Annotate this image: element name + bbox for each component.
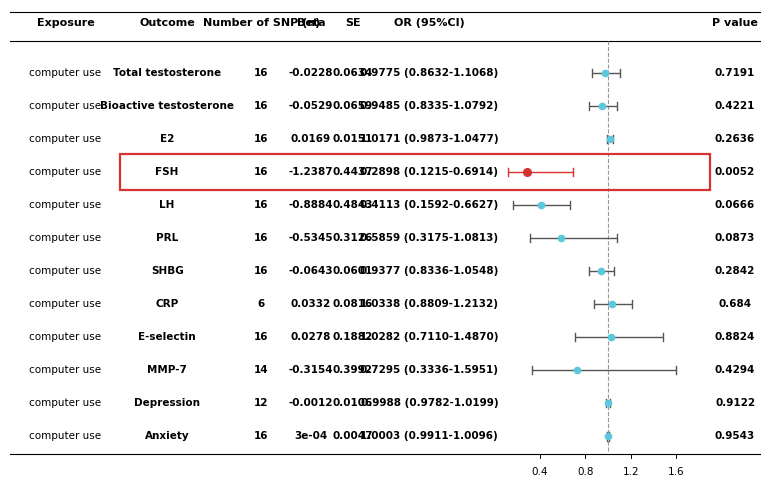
Text: computer use: computer use [29, 365, 102, 376]
Text: 16: 16 [254, 68, 269, 78]
Text: Outcome: Outcome [139, 18, 195, 28]
Text: 0.0666: 0.0666 [715, 200, 755, 210]
Text: computer use: computer use [29, 432, 102, 441]
Text: 0.4: 0.4 [531, 468, 548, 478]
Text: 0.0816: 0.0816 [333, 299, 373, 309]
Text: 1.6: 1.6 [668, 468, 685, 478]
Text: 1.0282 (0.7110-1.4870): 1.0282 (0.7110-1.4870) [360, 332, 499, 342]
Text: FSH: FSH [156, 167, 179, 177]
Text: Total testosterone: Total testosterone [113, 68, 221, 78]
Text: computer use: computer use [29, 299, 102, 309]
Text: 0.0332: 0.0332 [291, 299, 331, 309]
Text: 0.9122: 0.9122 [715, 399, 755, 409]
Text: 0.9485 (0.8335-1.0792): 0.9485 (0.8335-1.0792) [360, 101, 498, 111]
Text: 0.8: 0.8 [577, 468, 594, 478]
Text: 1.0003 (0.9911-1.0096): 1.0003 (0.9911-1.0096) [360, 432, 498, 441]
Text: 12: 12 [254, 399, 269, 409]
Text: MMP-7: MMP-7 [147, 365, 187, 376]
Text: computer use: computer use [29, 200, 102, 210]
Text: 0.9543: 0.9543 [715, 432, 755, 441]
Text: computer use: computer use [29, 167, 102, 177]
Text: 0.7191: 0.7191 [715, 68, 755, 78]
Text: SE: SE [345, 18, 360, 28]
Text: OR (95%CI): OR (95%CI) [394, 18, 465, 28]
Text: 0.0151: 0.0151 [333, 134, 373, 144]
Text: P value: P value [712, 18, 758, 28]
Text: 0.0659: 0.0659 [333, 101, 373, 111]
Text: -0.3154: -0.3154 [289, 365, 333, 376]
Text: 16: 16 [254, 101, 269, 111]
Text: -0.0529: -0.0529 [289, 101, 333, 111]
Text: 0.3126: 0.3126 [333, 233, 373, 243]
Text: 0.9377 (0.8336-1.0548): 0.9377 (0.8336-1.0548) [360, 266, 498, 276]
Text: 0.0278: 0.0278 [290, 332, 331, 342]
Text: 0.9775 (0.8632-1.1068): 0.9775 (0.8632-1.1068) [360, 68, 498, 78]
Text: 0.1882: 0.1882 [333, 332, 373, 342]
Text: Exposure: Exposure [37, 18, 95, 28]
Text: Anxiety: Anxiety [145, 432, 189, 441]
Text: 0.4221: 0.4221 [715, 101, 755, 111]
Text: 0.2636: 0.2636 [715, 134, 755, 144]
Text: computer use: computer use [29, 101, 102, 111]
Text: 0.4294: 0.4294 [715, 365, 755, 376]
Text: computer use: computer use [29, 266, 102, 276]
Text: 16: 16 [254, 233, 269, 243]
Text: computer use: computer use [29, 134, 102, 144]
Text: -0.8884: -0.8884 [289, 200, 333, 210]
Text: 0.0169: 0.0169 [291, 134, 331, 144]
Text: Bioactive testosterone: Bioactive testosterone [100, 101, 234, 111]
Text: 0.0601: 0.0601 [333, 266, 373, 276]
Text: 14: 14 [254, 365, 269, 376]
Text: -0.0012: -0.0012 [289, 399, 333, 409]
Text: computer use: computer use [29, 68, 102, 78]
Text: 16: 16 [254, 134, 269, 144]
Text: 16: 16 [254, 167, 269, 177]
Text: -0.0643: -0.0643 [289, 266, 333, 276]
Text: 0.684: 0.684 [718, 299, 752, 309]
Text: computer use: computer use [29, 233, 102, 243]
Text: 1.0171 (0.9873-1.0477): 1.0171 (0.9873-1.0477) [360, 134, 499, 144]
Text: 0.5859 (0.3175-1.0813): 0.5859 (0.3175-1.0813) [360, 233, 498, 243]
Text: 0.2898 (0.1215-0.6914): 0.2898 (0.1215-0.6914) [360, 167, 498, 177]
Text: Beta: Beta [296, 18, 325, 28]
Text: 1.2: 1.2 [622, 468, 639, 478]
Text: -0.0228: -0.0228 [289, 68, 333, 78]
Text: 0.4437: 0.4437 [333, 167, 373, 177]
Text: computer use: computer use [29, 399, 102, 409]
Text: 1.0338 (0.8809-1.2132): 1.0338 (0.8809-1.2132) [360, 299, 498, 309]
Text: LH: LH [159, 200, 175, 210]
Text: CRP: CRP [156, 299, 179, 309]
Text: 0.0634: 0.0634 [333, 68, 373, 78]
Text: 0.2842: 0.2842 [715, 266, 755, 276]
Text: 0.9988 (0.9782-1.0199): 0.9988 (0.9782-1.0199) [360, 399, 498, 409]
Text: 0.3992: 0.3992 [333, 365, 373, 376]
Text: E2: E2 [160, 134, 174, 144]
Text: Number of SNP (n): Number of SNP (n) [203, 18, 320, 28]
Text: 16: 16 [254, 200, 269, 210]
Text: 0.4113 (0.1592-0.6627): 0.4113 (0.1592-0.6627) [360, 200, 498, 210]
Text: E-selectin: E-selectin [139, 332, 196, 342]
Text: 16: 16 [254, 266, 269, 276]
Text: 16: 16 [254, 332, 269, 342]
Text: 16: 16 [254, 432, 269, 441]
Text: 0.0052: 0.0052 [715, 167, 755, 177]
Text: 0.7295 (0.3336-1.5951): 0.7295 (0.3336-1.5951) [360, 365, 498, 376]
Text: 0.4843: 0.4843 [333, 200, 373, 210]
Text: 0.0047: 0.0047 [333, 432, 373, 441]
Text: PRL: PRL [156, 233, 179, 243]
Text: -0.5345: -0.5345 [289, 233, 333, 243]
Text: 0.0873: 0.0873 [715, 233, 755, 243]
Text: Depression: Depression [134, 399, 200, 409]
Text: -1.2387: -1.2387 [289, 167, 333, 177]
Text: 0.8824: 0.8824 [715, 332, 755, 342]
Text: 0.0106: 0.0106 [333, 399, 373, 409]
Text: 6: 6 [257, 299, 265, 309]
Text: SHBG: SHBG [151, 266, 183, 276]
Text: 3e-04: 3e-04 [294, 432, 327, 441]
Text: computer use: computer use [29, 332, 102, 342]
